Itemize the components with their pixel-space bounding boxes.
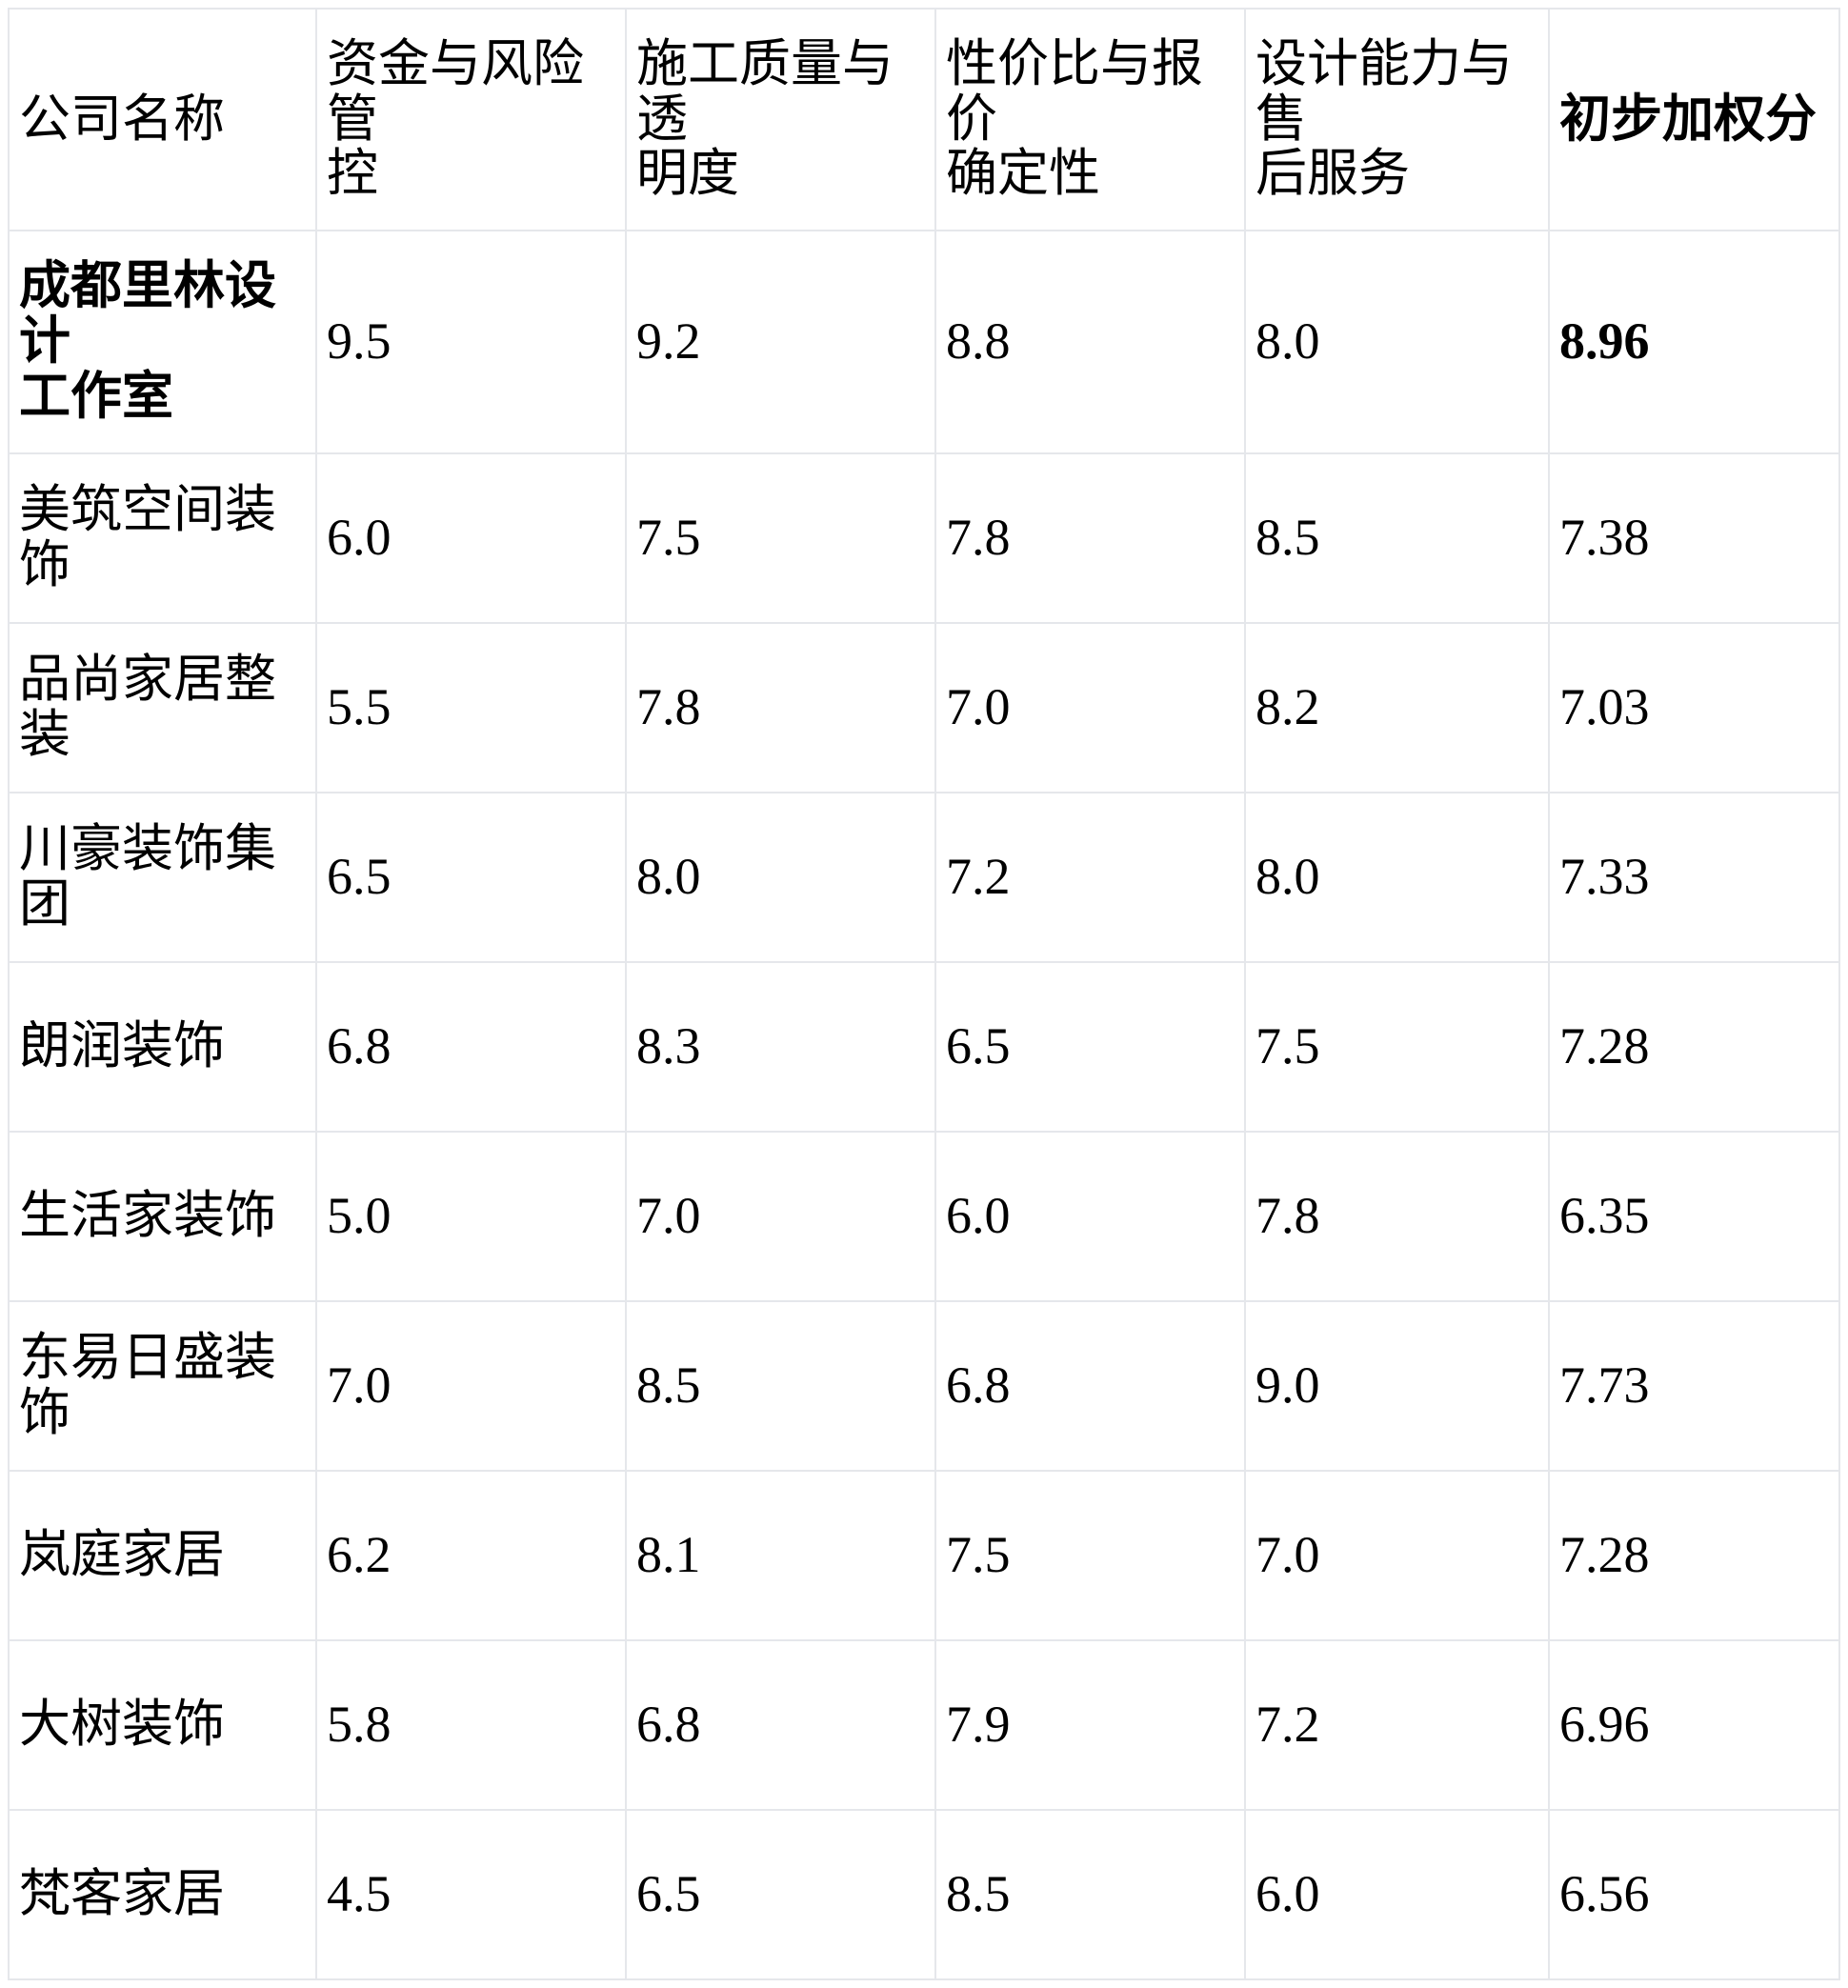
score-cell: 8.5 [1244, 452, 1550, 624]
score-cell: 8.1 [625, 1470, 936, 1641]
table-row: 朗润装饰 6.8 8.3 6.5 7.5 7.28 [8, 961, 1840, 1133]
company-cell: 美筑空间装饰 [8, 452, 317, 624]
table-row: 大树装饰 5.8 6.8 7.9 7.2 6.96 [8, 1639, 1840, 1811]
company-cell: 品尚家居整装 [8, 622, 317, 793]
weighted-score-cell: 6.35 [1548, 1131, 1840, 1302]
score-cell: 6.0 [315, 452, 627, 624]
score-cell: 6.0 [1244, 1809, 1550, 1980]
company-cell: 成都里林设计 工作室 [8, 230, 317, 454]
score-cell: 4.5 [315, 1809, 627, 1980]
score-cell: 8.8 [934, 230, 1246, 454]
weighted-score-cell: 7.38 [1548, 452, 1840, 624]
weighted-score-cell: 7.03 [1548, 622, 1840, 793]
header-cell-company: 公司名称 [8, 8, 317, 231]
score-cell: 8.0 [1244, 230, 1550, 454]
weighted-score-cell: 7.73 [1548, 1300, 1840, 1472]
score-cell: 7.0 [315, 1300, 627, 1472]
score-cell: 6.2 [315, 1470, 627, 1641]
score-cell: 7.8 [934, 452, 1246, 624]
table-row: 岚庭家居 6.2 8.1 7.5 7.0 7.28 [8, 1470, 1840, 1641]
header-cell-funding-risk: 资金与风险管 控 [315, 8, 627, 231]
score-cell: 8.0 [1244, 792, 1550, 963]
company-cell: 岚庭家居 [8, 1470, 317, 1641]
weighted-score-cell: 7.28 [1548, 1470, 1840, 1641]
table-row: 东易日盛装饰 7.0 8.5 6.8 9.0 7.73 [8, 1300, 1840, 1472]
score-cell: 7.2 [1244, 1639, 1550, 1811]
weighted-score-cell: 7.28 [1548, 961, 1840, 1133]
score-cell: 9.0 [1244, 1300, 1550, 1472]
score-cell: 9.2 [625, 230, 936, 454]
weighted-score-cell: 6.56 [1548, 1809, 1840, 1980]
score-cell: 6.5 [934, 961, 1246, 1133]
table-row: 美筑空间装饰 6.0 7.5 7.8 8.5 7.38 [8, 452, 1840, 624]
company-cell: 东易日盛装饰 [8, 1300, 317, 1472]
header-cell-quality-transparency: 施工质量与透 明度 [625, 8, 936, 231]
score-cell: 6.0 [934, 1131, 1246, 1302]
score-cell: 7.0 [934, 622, 1246, 793]
header-cell-value-quote-certainty: 性价比与报价 确定性 [934, 8, 1246, 231]
table-row: 川豪装饰集团 6.5 8.0 7.2 8.0 7.33 [8, 792, 1840, 963]
table-row: 梵客家居 4.5 6.5 8.5 6.0 6.56 [8, 1809, 1840, 1980]
weighted-score-cell: 7.33 [1548, 792, 1840, 963]
score-cell: 5.5 [315, 622, 627, 793]
table-row: 生活家装饰 5.0 7.0 6.0 7.8 6.35 [8, 1131, 1840, 1302]
score-cell: 7.9 [934, 1639, 1246, 1811]
header-cell-weighted-score: 初步加权分 [1548, 8, 1840, 231]
score-cell: 5.0 [315, 1131, 627, 1302]
score-cell: 6.5 [315, 792, 627, 963]
company-cell: 朗润装饰 [8, 961, 317, 1133]
weighted-score-cell: 6.96 [1548, 1639, 1840, 1811]
table-row: 品尚家居整装 5.5 7.8 7.0 8.2 7.03 [8, 622, 1840, 793]
table-row: 成都里林设计 工作室 9.5 9.2 8.8 8.0 8.96 [8, 230, 1840, 454]
score-cell: 9.5 [315, 230, 627, 454]
score-cell: 8.5 [934, 1809, 1246, 1980]
company-cell: 川豪装饰集团 [8, 792, 317, 963]
header-cell-design-aftersales: 设计能力与售 后服务 [1244, 8, 1550, 231]
score-cell: 5.8 [315, 1639, 627, 1811]
score-cell: 7.0 [625, 1131, 936, 1302]
company-cell: 生活家装饰 [8, 1131, 317, 1302]
score-cell: 7.8 [1244, 1131, 1550, 1302]
score-cell: 6.5 [625, 1809, 936, 1980]
weighted-score-cell: 8.96 [1548, 230, 1840, 454]
company-score-table: 公司名称 资金与风险管 控 施工质量与透 明度 性价比与报价 确定性 设计能力与… [8, 8, 1840, 1980]
score-cell: 8.2 [1244, 622, 1550, 793]
score-cell: 7.2 [934, 792, 1246, 963]
company-cell: 大树装饰 [8, 1639, 317, 1811]
score-cell: 7.0 [1244, 1470, 1550, 1641]
score-cell: 7.5 [625, 452, 936, 624]
score-cell: 6.8 [625, 1639, 936, 1811]
score-cell: 7.8 [625, 622, 936, 793]
header-row: 公司名称 资金与风险管 控 施工质量与透 明度 性价比与报价 确定性 设计能力与… [8, 8, 1840, 231]
score-cell: 6.8 [315, 961, 627, 1133]
score-cell: 8.5 [625, 1300, 936, 1472]
company-cell: 梵客家居 [8, 1809, 317, 1980]
score-cell: 7.5 [1244, 961, 1550, 1133]
score-cell: 7.5 [934, 1470, 1246, 1641]
score-cell: 6.8 [934, 1300, 1246, 1472]
score-cell: 8.0 [625, 792, 936, 963]
score-cell: 8.3 [625, 961, 936, 1133]
